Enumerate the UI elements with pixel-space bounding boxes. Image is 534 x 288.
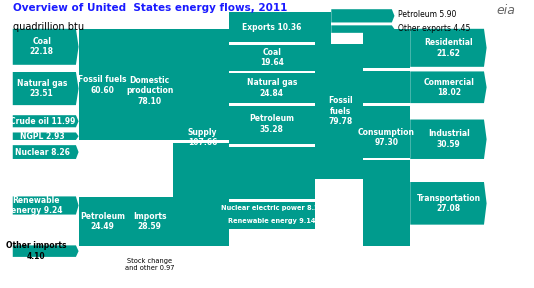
Text: Renewable
energy 9.24: Renewable energy 9.24 — [11, 196, 62, 215]
Bar — [363, 68, 410, 71]
Text: Overview of United  States energy flows, 2011: Overview of United States energy flows, … — [13, 3, 287, 13]
Polygon shape — [316, 44, 363, 179]
Text: Commercial
18.02: Commercial 18.02 — [423, 77, 474, 97]
Text: Domestic
production
78.10: Domestic production 78.10 — [126, 76, 174, 106]
Text: Coal
19.64: Coal 19.64 — [260, 48, 284, 67]
Text: Fossil fuels
60.60: Fossil fuels 60.60 — [78, 75, 127, 95]
Polygon shape — [410, 71, 486, 103]
Text: Nuclear 8.26: Nuclear 8.26 — [15, 147, 70, 157]
Text: Natural gas
24.84: Natural gas 24.84 — [247, 78, 297, 98]
Text: Fossil
fuels
79.78: Fossil fuels 79.78 — [328, 96, 352, 126]
Text: quadrillion btu: quadrillion btu — [13, 22, 84, 32]
Polygon shape — [410, 182, 486, 225]
Polygon shape — [78, 29, 126, 141]
Text: Petroleum
24.49: Petroleum 24.49 — [80, 212, 125, 232]
Polygon shape — [363, 29, 410, 246]
Text: Petroleum 5.90: Petroleum 5.90 — [398, 10, 457, 19]
Text: Other exports 4.45: Other exports 4.45 — [398, 24, 470, 33]
Polygon shape — [13, 115, 78, 127]
Text: Exports 10.36: Exports 10.36 — [242, 23, 302, 32]
Text: Supply
107.66: Supply 107.66 — [187, 128, 217, 147]
Polygon shape — [126, 29, 174, 141]
Text: Industrial
30.59: Industrial 30.59 — [428, 129, 469, 149]
Text: Crude oil 11.99: Crude oil 11.99 — [10, 117, 75, 126]
Bar — [229, 42, 316, 45]
Polygon shape — [229, 202, 316, 214]
Polygon shape — [229, 12, 331, 44]
Polygon shape — [78, 197, 126, 246]
Text: Consumption
97.30: Consumption 97.30 — [358, 128, 415, 147]
Polygon shape — [410, 120, 486, 159]
Bar — [126, 140, 229, 143]
Text: Petroleum
35.28: Petroleum 35.28 — [249, 114, 294, 134]
Polygon shape — [13, 145, 78, 159]
Polygon shape — [331, 9, 395, 22]
Text: NGPL 2.93: NGPL 2.93 — [20, 132, 65, 141]
Polygon shape — [331, 25, 395, 33]
Polygon shape — [410, 29, 486, 67]
Text: Residential
21.62: Residential 21.62 — [425, 38, 473, 58]
Polygon shape — [13, 196, 78, 215]
Bar — [229, 103, 316, 106]
Polygon shape — [13, 132, 78, 140]
Polygon shape — [13, 29, 78, 65]
Polygon shape — [13, 72, 78, 105]
Bar — [363, 158, 410, 160]
Polygon shape — [229, 29, 316, 229]
Bar — [229, 144, 316, 147]
Polygon shape — [174, 29, 229, 246]
Bar — [78, 140, 126, 143]
Text: Renewable energy 9.14: Renewable energy 9.14 — [228, 218, 316, 224]
Text: Nuclear electric power 8.26: Nuclear electric power 8.26 — [221, 205, 323, 211]
Text: Imports
28.59: Imports 28.59 — [133, 212, 167, 232]
Bar — [363, 103, 410, 106]
Bar — [229, 71, 316, 73]
Text: Coal
22.18: Coal 22.18 — [30, 37, 54, 56]
Text: Transportation
27.08: Transportation 27.08 — [417, 194, 481, 213]
Text: Natural gas
23.51: Natural gas 23.51 — [17, 79, 67, 98]
Polygon shape — [229, 215, 316, 228]
Polygon shape — [13, 245, 78, 257]
Text: Other imports
4.10: Other imports 4.10 — [6, 241, 67, 261]
Polygon shape — [126, 197, 174, 246]
Bar — [229, 199, 316, 202]
Text: Stock change
and other 0.97: Stock change and other 0.97 — [125, 258, 175, 271]
Text: eia: eia — [497, 4, 515, 17]
